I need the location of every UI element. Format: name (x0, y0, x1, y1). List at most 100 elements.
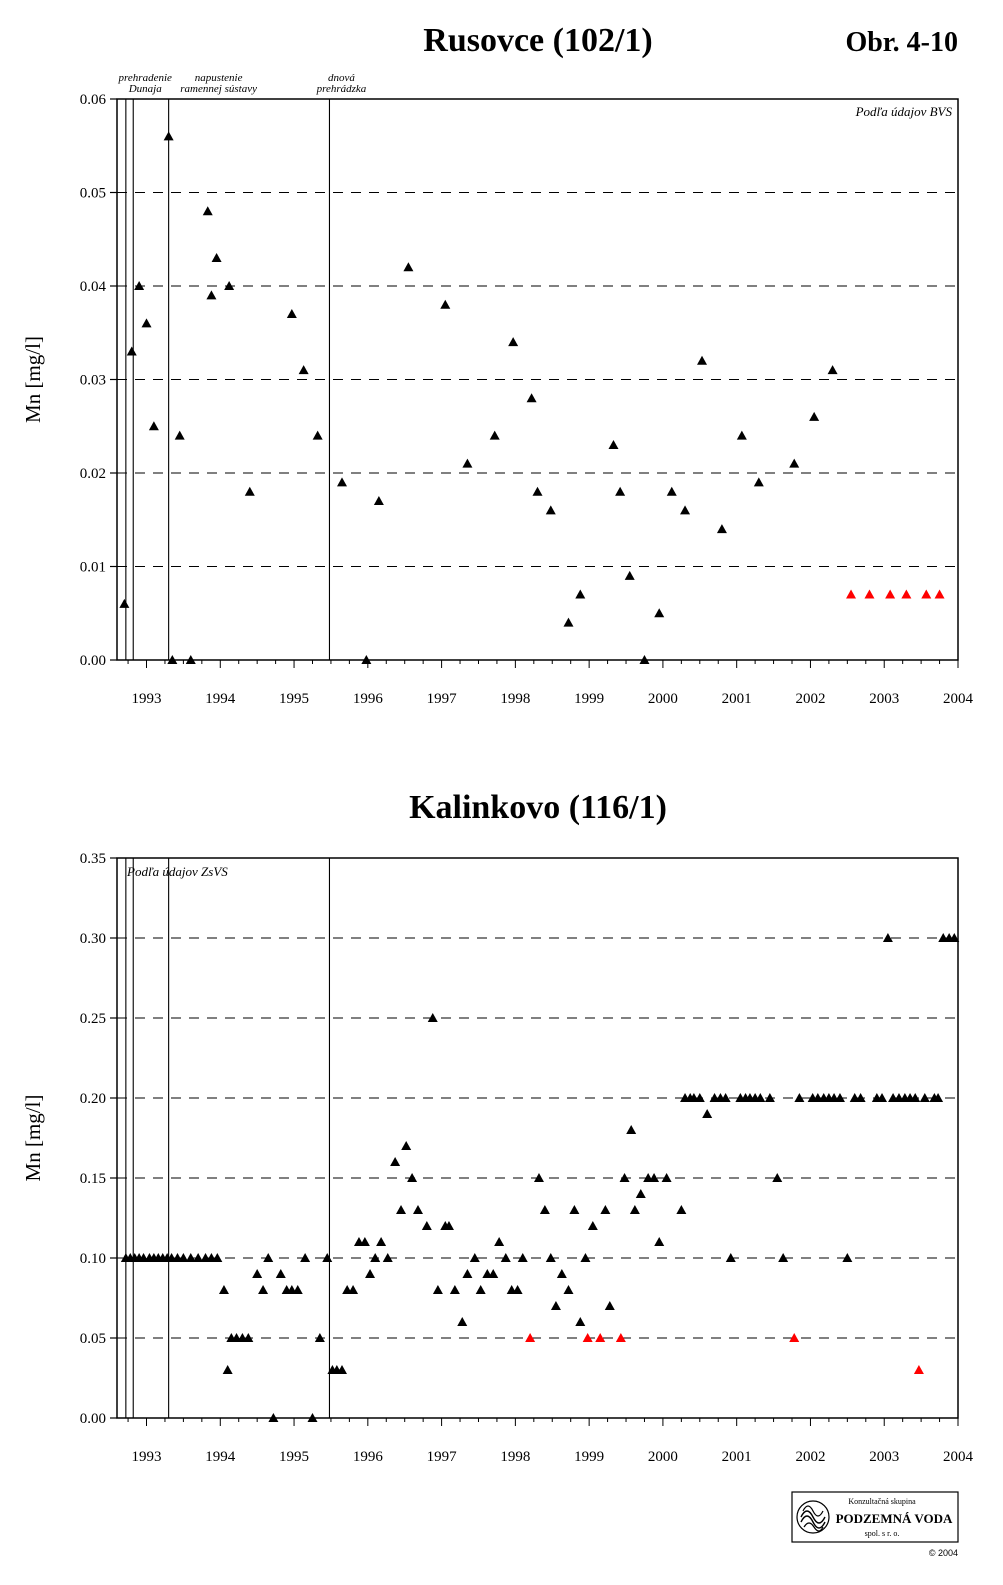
data-point (533, 1173, 544, 1182)
data-point (556, 1269, 567, 1278)
source-note: Podľa údajov ZsVS (126, 864, 228, 879)
data-point (193, 1253, 204, 1262)
y-tick-label: 0.00 (80, 653, 106, 669)
data-point (148, 421, 159, 431)
data-point (412, 1205, 423, 1214)
x-tick-label: 1993 (132, 1449, 162, 1465)
plot-frame (116, 857, 959, 1419)
data-point (167, 655, 178, 664)
data-point (834, 1093, 845, 1102)
x-tick-label: 2004 (943, 691, 974, 707)
data-point (619, 1173, 630, 1182)
data-point (526, 393, 537, 403)
data-point (359, 1237, 370, 1246)
data-point (910, 1093, 921, 1102)
logo-emblem-icon (796, 1500, 830, 1534)
data-point (263, 1253, 274, 1262)
data-point (300, 1253, 311, 1262)
data-point (298, 365, 309, 375)
data-point (539, 1205, 550, 1214)
data-point (268, 1413, 279, 1422)
event-label: napustenie ramennej sústavy (180, 72, 257, 95)
data-point (587, 1221, 598, 1230)
data-point (462, 1269, 473, 1278)
logo-frame (791, 1491, 959, 1543)
data-point (218, 1285, 229, 1294)
data-point (244, 486, 255, 496)
logo-line2: PODZEMNÁ VODA (836, 1511, 953, 1526)
y-tick-label: 0.15 (80, 1171, 106, 1187)
data-point (580, 1253, 591, 1262)
x-tick-label: 2002 (795, 1449, 825, 1465)
data-point (390, 1157, 401, 1166)
data-point (639, 655, 650, 664)
data-point (211, 252, 222, 262)
x-tick-label: 1999 (574, 691, 604, 707)
x-tick-label: 1996 (353, 691, 384, 707)
x-tick-label: 2003 (869, 691, 899, 707)
data-point (933, 1093, 944, 1102)
data-point (949, 933, 960, 942)
data-point (292, 1285, 303, 1294)
event-label: dnová prehrádzka (316, 72, 367, 95)
x-tick-label: 1997 (427, 1449, 458, 1465)
data-point-red (846, 589, 857, 599)
chart-kalinkovo: Kalinkovo (116/1) 0.00 0.05 0.10 0.15 0.20 0.2… (21, 789, 974, 1465)
data-point (119, 598, 130, 608)
data-point (753, 477, 764, 487)
x-tick-label: 1997 (427, 691, 458, 707)
data-point-red (864, 589, 875, 599)
data-point (624, 570, 635, 580)
x-tick-label: 1999 (574, 1449, 604, 1465)
data-point (550, 1301, 561, 1310)
data-point (258, 1285, 269, 1294)
y-tick-label: 0.04 (80, 279, 107, 295)
data-point (575, 589, 586, 599)
data-point (654, 608, 665, 618)
data-point-red (885, 589, 896, 599)
data-point (174, 430, 185, 440)
data-point-red (615, 1333, 626, 1342)
logo-copyright: © 2004 (929, 1548, 958, 1558)
data-point (575, 1317, 586, 1326)
y-tick-label: 0.05 (80, 1331, 106, 1347)
logo-line3: spol. s r. o. (865, 1529, 900, 1538)
data-point (545, 505, 556, 515)
data-point (126, 346, 137, 356)
x-tick-label: 1995 (279, 1449, 309, 1465)
x-tick-label: 1994 (205, 1449, 236, 1465)
data-point (789, 458, 800, 468)
data-point (337, 1365, 348, 1374)
data-point (396, 1205, 407, 1214)
data-point (252, 1269, 263, 1278)
data-point (600, 1205, 611, 1214)
data-point (457, 1317, 468, 1326)
data-point (563, 617, 574, 627)
x-tick-label: 2000 (648, 691, 678, 707)
y-tick-label: 0.05 (80, 186, 106, 202)
data-point (772, 1173, 783, 1182)
data-point (373, 496, 384, 506)
data-point-red (595, 1333, 606, 1342)
data-point (185, 655, 196, 664)
data-point (629, 1205, 640, 1214)
data-point (206, 290, 217, 300)
chart-rusovce: Rusovce (102/1) prehradenie Dunaja napusten… (21, 22, 974, 707)
data-point (337, 477, 348, 487)
x-tick-label: 1998 (500, 691, 530, 707)
data-point (475, 1285, 486, 1294)
data-point-red (934, 589, 945, 599)
data-point (163, 131, 174, 141)
x-tick-label: 1998 (500, 1449, 530, 1465)
x-tick-label: 1993 (132, 691, 162, 707)
y-tick-label: 0.35 (80, 851, 106, 867)
data-point (275, 1269, 286, 1278)
data-point (615, 486, 626, 496)
data-point (508, 337, 519, 347)
data-point (694, 1093, 705, 1102)
data-point (532, 486, 543, 496)
x-tick-label: 2004 (943, 1449, 974, 1465)
data-point (764, 1093, 775, 1102)
data-point (697, 355, 708, 365)
